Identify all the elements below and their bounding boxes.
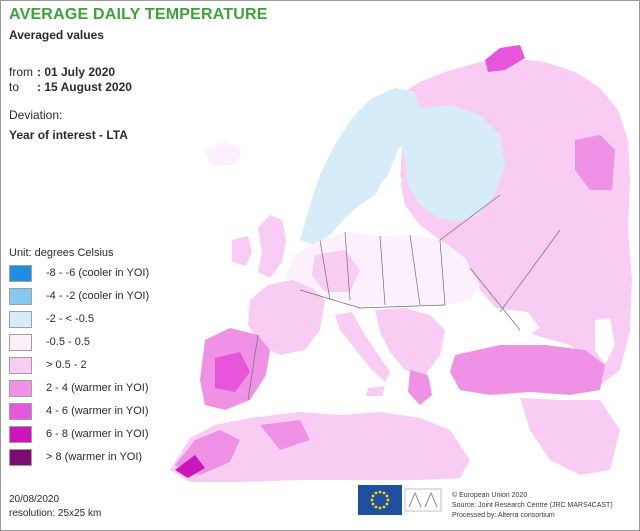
- credits: © European Union 2020 Source: Joint Rese…: [452, 491, 613, 521]
- legend-swatch: [9, 449, 32, 466]
- legend-swatch: [9, 311, 32, 328]
- france: [248, 280, 325, 355]
- eu-commission-logo: [403, 485, 443, 515]
- eu-flag-logo: [358, 485, 402, 515]
- black-sea: [462, 308, 540, 342]
- scandinavia-cool: [300, 88, 420, 245]
- commission-emblem-icon: [404, 488, 442, 512]
- legend-swatch: [9, 288, 32, 305]
- sicily: [366, 386, 385, 396]
- legend-label: -4 - -2 (cooler in YOI): [46, 290, 150, 302]
- map-title: AVERAGE DAILY TEMPERATURE: [9, 6, 268, 23]
- period-to: to : 15 August 2020: [9, 80, 132, 94]
- from-label: from: [9, 65, 33, 79]
- novaya-zemlya: [485, 45, 525, 72]
- period-from: from : 01 July 2020: [9, 65, 115, 79]
- legend-label: 6 - 8 (warmer in YOI): [46, 428, 149, 440]
- legend-label: > 0.5 - 2: [46, 359, 87, 371]
- greece: [408, 370, 432, 405]
- iberia-hot-patch: [215, 352, 250, 392]
- legend-swatch: [9, 357, 32, 374]
- legend-label: 4 - 6 (warmer in YOI): [46, 405, 149, 417]
- turkey: [450, 345, 605, 395]
- middle-east: [520, 398, 620, 475]
- legend-label: -2 - < -0.5: [46, 313, 94, 325]
- legend-label: -8 - -6 (cooler in YOI): [46, 267, 150, 279]
- legend-swatch: [9, 426, 32, 443]
- credit-source: Source: Joint Research Centre (JRC MARS4…: [452, 502, 613, 509]
- caspian-sea: [595, 318, 615, 365]
- legend-swatch: [9, 265, 32, 282]
- from-value: : 01 July 2020: [37, 65, 116, 79]
- baltic-sea: [370, 170, 402, 235]
- to-label: to: [9, 80, 20, 94]
- legend-swatch: [9, 403, 32, 420]
- map-subtitle: Averaged values: [9, 28, 104, 42]
- credit-copyright: © European Union 2020: [452, 492, 528, 499]
- legend-swatch: [9, 380, 32, 397]
- deviation-value: Year of interest - LTA: [9, 128, 128, 142]
- ural-warm-patch: [575, 135, 615, 190]
- finland-baltic-cool: [395, 105, 505, 222]
- legend-label: > 8 (warmer in YOI): [46, 451, 143, 463]
- iceland: [205, 142, 242, 166]
- issue-date: 20/08/2020: [9, 494, 60, 505]
- resolution: resolution: 25x25 km: [9, 508, 102, 519]
- legend-label: 2 - 4 (warmer in YOI): [46, 382, 149, 394]
- great-britain: [258, 215, 286, 278]
- legend-unit: Unit: degrees Celsius: [9, 247, 114, 259]
- to-value: : 15 August 2020: [37, 80, 132, 94]
- germany-warm: [312, 250, 360, 292]
- deviation-label: Deviation:: [9, 108, 63, 122]
- balkans: [375, 308, 445, 375]
- country-borders: [247, 194, 561, 401]
- eu-stars-icon: [370, 490, 390, 510]
- morocco-hot: [175, 455, 205, 478]
- north-africa: [170, 412, 470, 482]
- legend-label: -0.5 - 0.5: [46, 336, 91, 348]
- credit-processed: Processed by: Alterra consortium: [452, 512, 555, 519]
- italy: [335, 312, 390, 382]
- legend-swatch: [9, 334, 32, 351]
- algeria-warm: [260, 420, 310, 450]
- ireland: [232, 236, 252, 266]
